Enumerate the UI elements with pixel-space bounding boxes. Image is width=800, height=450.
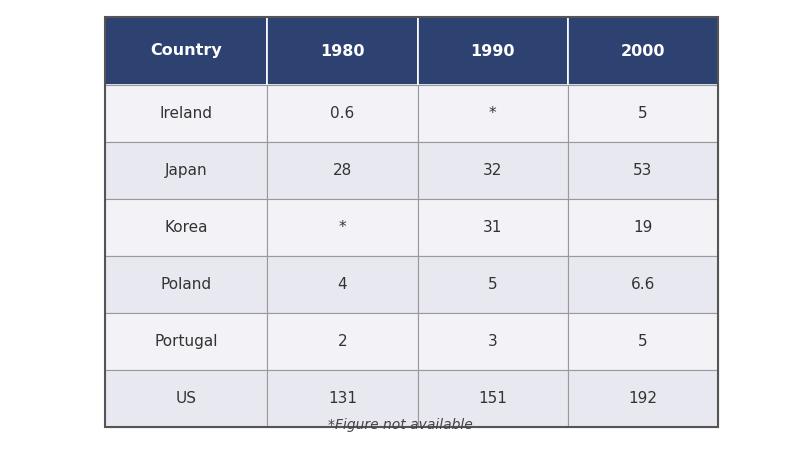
- Text: 131: 131: [328, 391, 357, 406]
- Text: *Figure not available: *Figure not available: [328, 418, 472, 432]
- Text: 2000: 2000: [621, 44, 665, 58]
- Bar: [568, 370, 718, 427]
- Text: 192: 192: [629, 391, 658, 406]
- Bar: [105, 17, 718, 427]
- Text: 32: 32: [483, 163, 502, 178]
- Text: *: *: [489, 106, 497, 121]
- Text: Ireland: Ireland: [160, 106, 213, 121]
- Bar: [568, 256, 718, 313]
- Bar: [418, 85, 568, 142]
- Text: *: *: [338, 220, 346, 235]
- Text: 5: 5: [638, 334, 648, 349]
- Text: Portugal: Portugal: [154, 334, 218, 349]
- Bar: [418, 370, 568, 427]
- Bar: [105, 17, 267, 85]
- Bar: [267, 370, 418, 427]
- Text: 31: 31: [483, 220, 502, 235]
- Text: 0.6: 0.6: [330, 106, 354, 121]
- Bar: [418, 199, 568, 256]
- Text: 28: 28: [333, 163, 352, 178]
- Text: 6.6: 6.6: [630, 277, 655, 292]
- Text: Korea: Korea: [165, 220, 208, 235]
- Bar: [568, 142, 718, 199]
- Text: 5: 5: [638, 106, 648, 121]
- Text: Country: Country: [150, 44, 222, 58]
- Text: 1980: 1980: [320, 44, 365, 58]
- Bar: [267, 85, 418, 142]
- Text: Poland: Poland: [161, 277, 212, 292]
- Bar: [418, 256, 568, 313]
- Bar: [105, 370, 267, 427]
- Bar: [267, 199, 418, 256]
- Bar: [105, 199, 267, 256]
- Bar: [418, 313, 568, 370]
- Text: 5: 5: [488, 277, 498, 292]
- Bar: [105, 85, 267, 142]
- Bar: [267, 256, 418, 313]
- Bar: [418, 142, 568, 199]
- Text: 151: 151: [478, 391, 507, 406]
- Bar: [418, 17, 568, 85]
- Bar: [267, 17, 418, 85]
- Bar: [105, 256, 267, 313]
- Bar: [568, 313, 718, 370]
- Text: 19: 19: [634, 220, 653, 235]
- Text: US: US: [176, 391, 197, 406]
- Bar: [568, 85, 718, 142]
- Bar: [105, 313, 267, 370]
- Bar: [267, 142, 418, 199]
- Text: Japan: Japan: [165, 163, 207, 178]
- Text: 3: 3: [488, 334, 498, 349]
- Text: 53: 53: [634, 163, 653, 178]
- Text: 4: 4: [338, 277, 347, 292]
- Text: 1990: 1990: [470, 44, 515, 58]
- Bar: [568, 17, 718, 85]
- Text: 2: 2: [338, 334, 347, 349]
- Bar: [568, 199, 718, 256]
- Bar: [105, 142, 267, 199]
- Bar: [267, 313, 418, 370]
